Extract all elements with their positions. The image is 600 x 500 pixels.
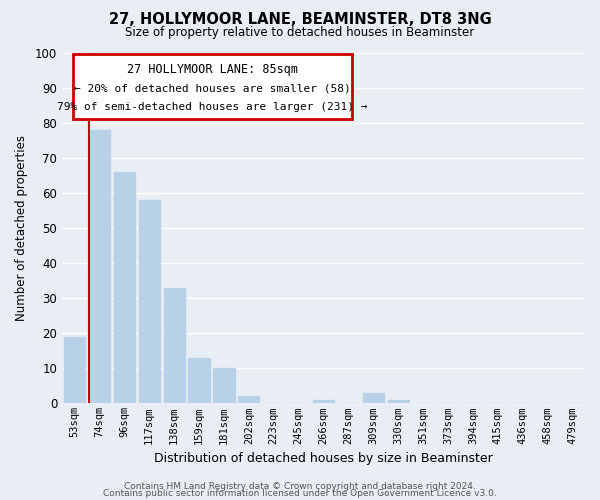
Bar xyxy=(64,336,85,404)
X-axis label: Distribution of detached houses by size in Beaminster: Distribution of detached houses by size … xyxy=(154,452,493,465)
Text: 79% of semi-detached houses are larger (231) →: 79% of semi-detached houses are larger (… xyxy=(57,102,368,112)
Text: 27, HOLLYMOOR LANE, BEAMINSTER, DT8 3NG: 27, HOLLYMOOR LANE, BEAMINSTER, DT8 3NG xyxy=(109,12,491,28)
Bar xyxy=(214,368,235,404)
Text: Contains HM Land Registry data © Crown copyright and database right 2024.: Contains HM Land Registry data © Crown c… xyxy=(124,482,476,491)
Bar xyxy=(363,393,384,404)
Bar xyxy=(238,396,259,404)
Bar xyxy=(114,172,135,404)
Y-axis label: Number of detached properties: Number of detached properties xyxy=(15,135,28,321)
Bar xyxy=(313,400,334,404)
Text: ← 20% of detached houses are smaller (58): ← 20% of detached houses are smaller (58… xyxy=(74,83,351,93)
Bar xyxy=(388,400,409,404)
Bar xyxy=(164,288,185,404)
Bar xyxy=(89,130,110,404)
Text: 27 HOLLYMOOR LANE: 85sqm: 27 HOLLYMOOR LANE: 85sqm xyxy=(127,63,298,76)
Bar xyxy=(188,358,209,404)
FancyBboxPatch shape xyxy=(73,54,352,119)
Text: Size of property relative to detached houses in Beaminster: Size of property relative to detached ho… xyxy=(125,26,475,39)
Bar xyxy=(139,200,160,404)
Text: Contains public sector information licensed under the Open Government Licence v3: Contains public sector information licen… xyxy=(103,489,497,498)
